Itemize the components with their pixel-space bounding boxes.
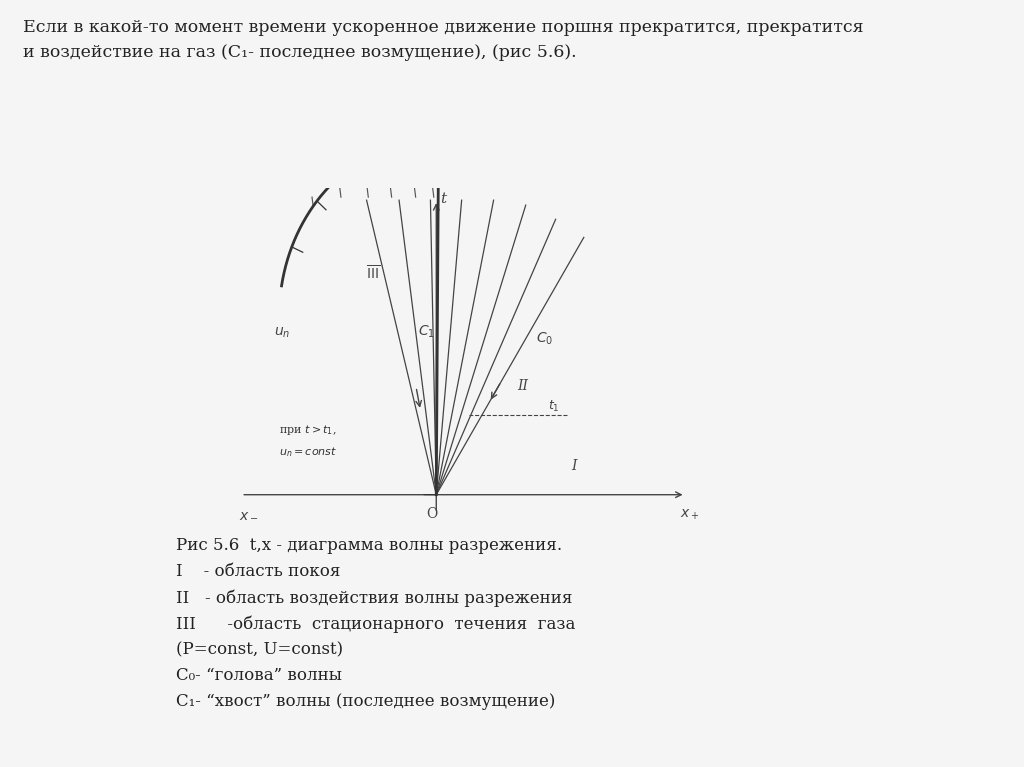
Text: С₁- “хвост” волны (последнее возмущение): С₁- “хвост” волны (последнее возмущение) <box>176 693 555 710</box>
Text: O: O <box>427 507 438 521</box>
Text: I: I <box>571 459 578 473</box>
Text: $x_+$: $x_+$ <box>680 508 699 522</box>
Text: (P=const, U=const): (P=const, U=const) <box>176 641 343 658</box>
Text: $C_0$: $C_0$ <box>537 331 553 347</box>
Text: $u_n$: $u_n$ <box>273 325 290 340</box>
Text: $x_-$: $x_-$ <box>239 507 258 521</box>
Text: Рис 5.6  t,x - диаграмма волны разрежения.: Рис 5.6 t,x - диаграмма волны разрежения… <box>176 537 562 554</box>
Text: Если в какой-то момент времени ускоренное движение поршня прекратится, прекратит: Если в какой-то момент времени ускоренно… <box>23 19 863 61</box>
Text: $C_1$: $C_1$ <box>418 324 435 340</box>
Text: t: t <box>440 193 446 206</box>
Text: $u_n=const$: $u_n=const$ <box>280 445 338 459</box>
Text: III      -область  стационарного  течения  газа: III -область стационарного течения газа <box>176 615 575 633</box>
Text: при $t>t_1$,: при $t>t_1$, <box>280 423 337 437</box>
Text: I    - область покоя: I - область покоя <box>176 563 341 580</box>
Text: С₀- “голова” волны: С₀- “голова” волны <box>176 667 342 684</box>
Text: II: II <box>517 380 528 393</box>
Text: $\overline{\mathrm{III}}$: $\overline{\mathrm{III}}$ <box>366 265 380 283</box>
Text: $t_1$: $t_1$ <box>548 399 560 414</box>
Text: II   - область воздействия волны разрежения: II - область воздействия волны разрежени… <box>176 589 572 607</box>
